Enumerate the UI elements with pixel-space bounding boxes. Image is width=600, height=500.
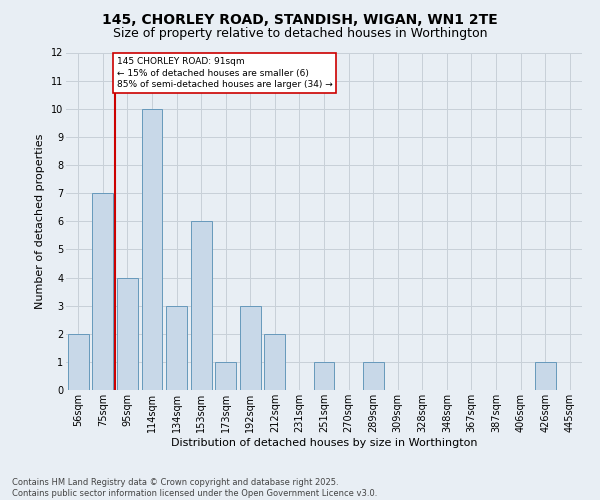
Bar [142, 109, 163, 390]
Bar [215, 362, 236, 390]
Text: 145 CHORLEY ROAD: 91sqm
← 15% of detached houses are smaller (6)
85% of semi-det: 145 CHORLEY ROAD: 91sqm ← 15% of detache… [117, 56, 333, 90]
X-axis label: Distribution of detached houses by size in Worthington: Distribution of detached houses by size … [171, 438, 477, 448]
Bar [191, 221, 212, 390]
Y-axis label: Number of detached properties: Number of detached properties [35, 134, 45, 309]
Bar [535, 362, 556, 390]
Bar [68, 334, 89, 390]
Bar [362, 362, 383, 390]
Bar [166, 306, 187, 390]
Text: 145, CHORLEY ROAD, STANDISH, WIGAN, WN1 2TE: 145, CHORLEY ROAD, STANDISH, WIGAN, WN1 … [102, 12, 498, 26]
Text: Contains HM Land Registry data © Crown copyright and database right 2025.
Contai: Contains HM Land Registry data © Crown c… [12, 478, 377, 498]
Bar [314, 362, 334, 390]
Bar [92, 193, 113, 390]
Bar [117, 278, 138, 390]
Bar [240, 306, 261, 390]
Text: Size of property relative to detached houses in Worthington: Size of property relative to detached ho… [113, 28, 487, 40]
Bar [265, 334, 286, 390]
